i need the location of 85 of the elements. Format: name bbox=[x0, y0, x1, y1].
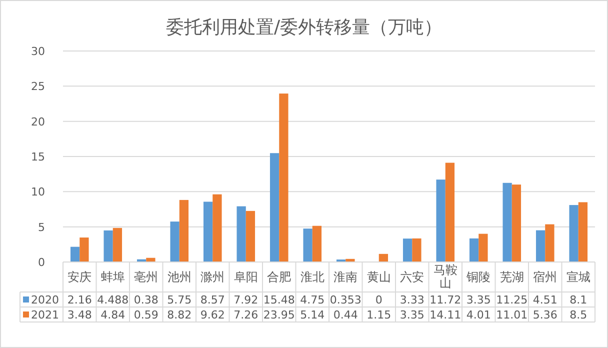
bar bbox=[469, 238, 479, 262]
bar bbox=[378, 254, 388, 262]
y-tick-label: 15 bbox=[31, 150, 45, 164]
x-tick-label: 滁州 bbox=[200, 270, 225, 284]
data-label: 14.11 bbox=[430, 308, 462, 322]
chart-title: 委托利用处置/委外转移量（万吨） bbox=[166, 17, 442, 38]
bar bbox=[170, 222, 180, 262]
data-label: 11.72 bbox=[430, 294, 462, 306]
x-tick-label: 阜阳 bbox=[234, 270, 258, 284]
data-label: 3.35 bbox=[466, 294, 491, 306]
bar bbox=[578, 202, 588, 262]
bar bbox=[478, 234, 488, 262]
x-tick-label: 铜陵 bbox=[466, 270, 491, 284]
data-label: 0.38 bbox=[134, 294, 158, 306]
data-label: 15.48 bbox=[263, 294, 295, 306]
x-tick-label: 池州 bbox=[167, 270, 192, 284]
data-label: 23.95 bbox=[263, 308, 295, 322]
y-tick-label: 0 bbox=[38, 256, 45, 269]
y-tick-label: 25 bbox=[31, 80, 45, 94]
x-tick-label: 安庆 bbox=[68, 270, 92, 284]
bar bbox=[112, 228, 122, 262]
bar bbox=[569, 205, 578, 262]
data-label: 1.15 bbox=[366, 308, 392, 322]
legend-label: 2021 bbox=[31, 308, 59, 322]
data-label: 7.26 bbox=[234, 308, 258, 322]
data-label: 0.353 bbox=[330, 294, 362, 306]
x-tick-label: 合肥 bbox=[267, 270, 292, 284]
data-label: 4.51 bbox=[532, 294, 558, 306]
bar bbox=[246, 210, 256, 262]
y-tick-label: 10 bbox=[31, 186, 45, 199]
bar bbox=[545, 224, 554, 262]
data-label: 4.84 bbox=[100, 308, 126, 322]
data-label: 4.01 bbox=[466, 308, 491, 322]
bar bbox=[270, 153, 280, 262]
y-tick-label: 20 bbox=[31, 115, 45, 128]
x-tick-label: 淮北 bbox=[300, 270, 324, 284]
data-label: 8.57 bbox=[200, 294, 225, 306]
data-label: 5.75 bbox=[167, 294, 192, 306]
bar bbox=[512, 184, 522, 262]
bar bbox=[179, 200, 189, 262]
x-tick-label: 淮南 bbox=[334, 270, 358, 284]
data-label: 9.62 bbox=[200, 308, 225, 322]
data-label: 0.44 bbox=[333, 308, 358, 322]
x-tick-label: 六安 bbox=[400, 270, 424, 284]
data-label: 2.16 bbox=[67, 294, 92, 306]
bar bbox=[402, 238, 412, 262]
data-label: 11.01 bbox=[496, 308, 528, 322]
x-tick-label: 宣城 bbox=[566, 270, 590, 284]
x-tick-label: 黄山 bbox=[366, 270, 391, 284]
data-label: 4.488 bbox=[97, 294, 129, 306]
bar bbox=[312, 226, 322, 262]
bar bbox=[236, 206, 246, 262]
data-label: 3.48 bbox=[67, 308, 92, 322]
x-tick-label: 马鞍山 bbox=[433, 263, 458, 290]
data-label: 4.75 bbox=[300, 294, 325, 306]
bar bbox=[203, 202, 213, 262]
bar bbox=[279, 94, 288, 262]
x-tick-label: 亳州 bbox=[134, 270, 158, 284]
data-label: 5.14 bbox=[300, 308, 325, 322]
bar bbox=[212, 194, 222, 262]
data-label: 8.5 bbox=[570, 308, 588, 322]
x-tick-label: 芜湖 bbox=[500, 270, 524, 284]
bar bbox=[502, 182, 512, 262]
data-label: 8.1 bbox=[570, 294, 588, 306]
data-label: 7.92 bbox=[234, 294, 258, 306]
data-label: 5.36 bbox=[532, 308, 558, 322]
data-label: 0 bbox=[375, 294, 382, 306]
bar bbox=[536, 230, 546, 262]
data-label: 8.82 bbox=[167, 308, 192, 322]
x-tick-label: 蚌埠 bbox=[100, 270, 125, 284]
bar bbox=[445, 162, 455, 262]
bar bbox=[70, 246, 80, 262]
bar bbox=[104, 230, 113, 262]
bar bbox=[412, 238, 422, 262]
x-tick-label: 宿州 bbox=[533, 270, 558, 284]
data-label: 3.33 bbox=[400, 294, 424, 306]
y-tick-label: 5 bbox=[38, 220, 45, 234]
data-label: 3.35 bbox=[400, 308, 424, 322]
data-label: 11.25 bbox=[496, 294, 528, 306]
data-label: 0.59 bbox=[134, 308, 158, 322]
bar bbox=[303, 228, 312, 262]
legend-label: 2020 bbox=[31, 294, 59, 306]
bar bbox=[80, 238, 89, 262]
y-tick-label: 30 bbox=[31, 45, 45, 58]
bar bbox=[436, 180, 446, 262]
